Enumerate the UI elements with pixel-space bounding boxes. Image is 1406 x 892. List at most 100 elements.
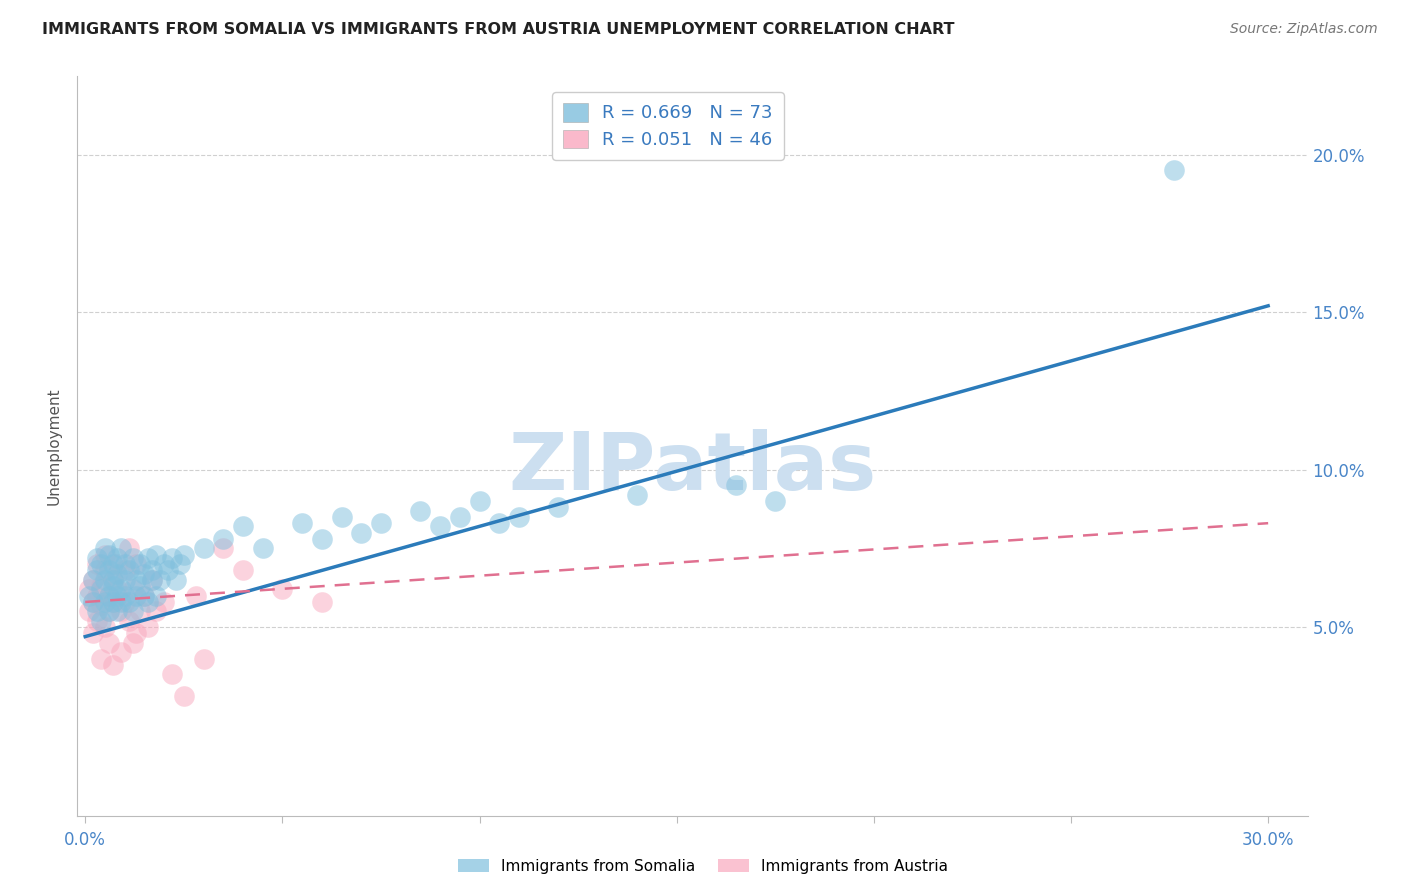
Point (125, 589, 148, 603)
Point (134, 566, 156, 581)
Point (117, 541, 139, 556)
Point (145, 548, 167, 562)
Point (97, 589, 120, 603)
Point (145, 604, 167, 618)
Point (212, 541, 235, 556)
Point (101, 595, 124, 609)
Point (311, 532, 333, 546)
Point (86, 564, 108, 578)
Point (134, 589, 156, 603)
Text: Source: ZipAtlas.com: Source: ZipAtlas.com (1230, 22, 1378, 37)
Point (141, 573, 163, 587)
Point (136, 620, 159, 634)
Point (90, 651, 112, 665)
Point (232, 564, 254, 578)
Point (77, 604, 100, 618)
Point (547, 500, 569, 515)
Point (105, 604, 128, 618)
Point (114, 573, 136, 587)
Point (508, 509, 530, 524)
Point (114, 589, 136, 603)
Point (90, 579, 112, 593)
Point (77, 589, 100, 603)
Point (136, 550, 159, 565)
Point (121, 582, 143, 597)
Point (82, 626, 104, 640)
Point (350, 525, 373, 540)
Point (409, 503, 432, 517)
Point (82, 573, 104, 587)
Point (97, 589, 120, 603)
Legend: R = 0.669   N = 73, R = 0.051   N = 46: R = 0.669 N = 73, R = 0.051 N = 46 (553, 92, 783, 160)
Text: ZIPatlas: ZIPatlas (509, 429, 876, 508)
Point (101, 557, 124, 571)
Point (153, 595, 176, 609)
Point (449, 509, 471, 524)
Point (468, 494, 491, 508)
Point (169, 557, 191, 571)
Point (129, 557, 152, 571)
Point (252, 541, 274, 556)
Point (117, 595, 139, 609)
Point (724, 478, 747, 492)
Point (90, 557, 112, 571)
Y-axis label: Unemployment: Unemployment (46, 387, 62, 505)
Point (94, 541, 117, 556)
Point (110, 645, 132, 659)
Point (160, 667, 183, 681)
Point (110, 595, 132, 609)
Point (311, 595, 333, 609)
Point (141, 573, 163, 587)
Point (90, 582, 112, 597)
Point (77, 582, 100, 597)
Point (173, 548, 195, 562)
Point (86, 614, 108, 628)
Point (429, 519, 451, 533)
Point (153, 557, 176, 571)
Point (291, 516, 314, 531)
Point (114, 557, 136, 571)
Point (488, 516, 510, 531)
Point (86, 557, 108, 571)
Point (129, 579, 152, 593)
Point (121, 550, 143, 565)
Point (110, 582, 132, 597)
Point (97, 604, 120, 618)
Point (271, 582, 294, 597)
Point (125, 557, 148, 571)
Point (86, 550, 108, 565)
Point (165, 573, 187, 587)
Point (94, 620, 117, 634)
Point (129, 604, 152, 618)
Point (763, 494, 786, 508)
Point (160, 550, 183, 565)
Point (90, 614, 112, 628)
Point (136, 595, 159, 609)
Point (134, 589, 156, 603)
Point (121, 636, 143, 650)
Point (114, 595, 136, 609)
Point (94, 595, 117, 609)
Point (193, 651, 215, 665)
Point (86, 604, 108, 618)
Point (232, 519, 254, 533)
Point (82, 573, 104, 587)
Point (193, 541, 215, 556)
Point (105, 550, 128, 565)
Point (117, 564, 139, 578)
Point (114, 564, 136, 578)
Point (101, 579, 124, 593)
Point (86, 589, 108, 603)
Point (110, 604, 132, 618)
Point (101, 657, 124, 672)
Point (149, 573, 172, 587)
Point (105, 582, 128, 597)
Point (330, 509, 353, 524)
Point (110, 541, 132, 556)
Point (94, 548, 117, 562)
Point (101, 573, 124, 587)
Point (1163, 163, 1185, 178)
Text: IMMIGRANTS FROM SOMALIA VS IMMIGRANTS FROM AUSTRIA UNEMPLOYMENT CORRELATION CHAR: IMMIGRANTS FROM SOMALIA VS IMMIGRANTS FR… (42, 22, 955, 37)
Point (173, 690, 195, 704)
Point (125, 626, 148, 640)
